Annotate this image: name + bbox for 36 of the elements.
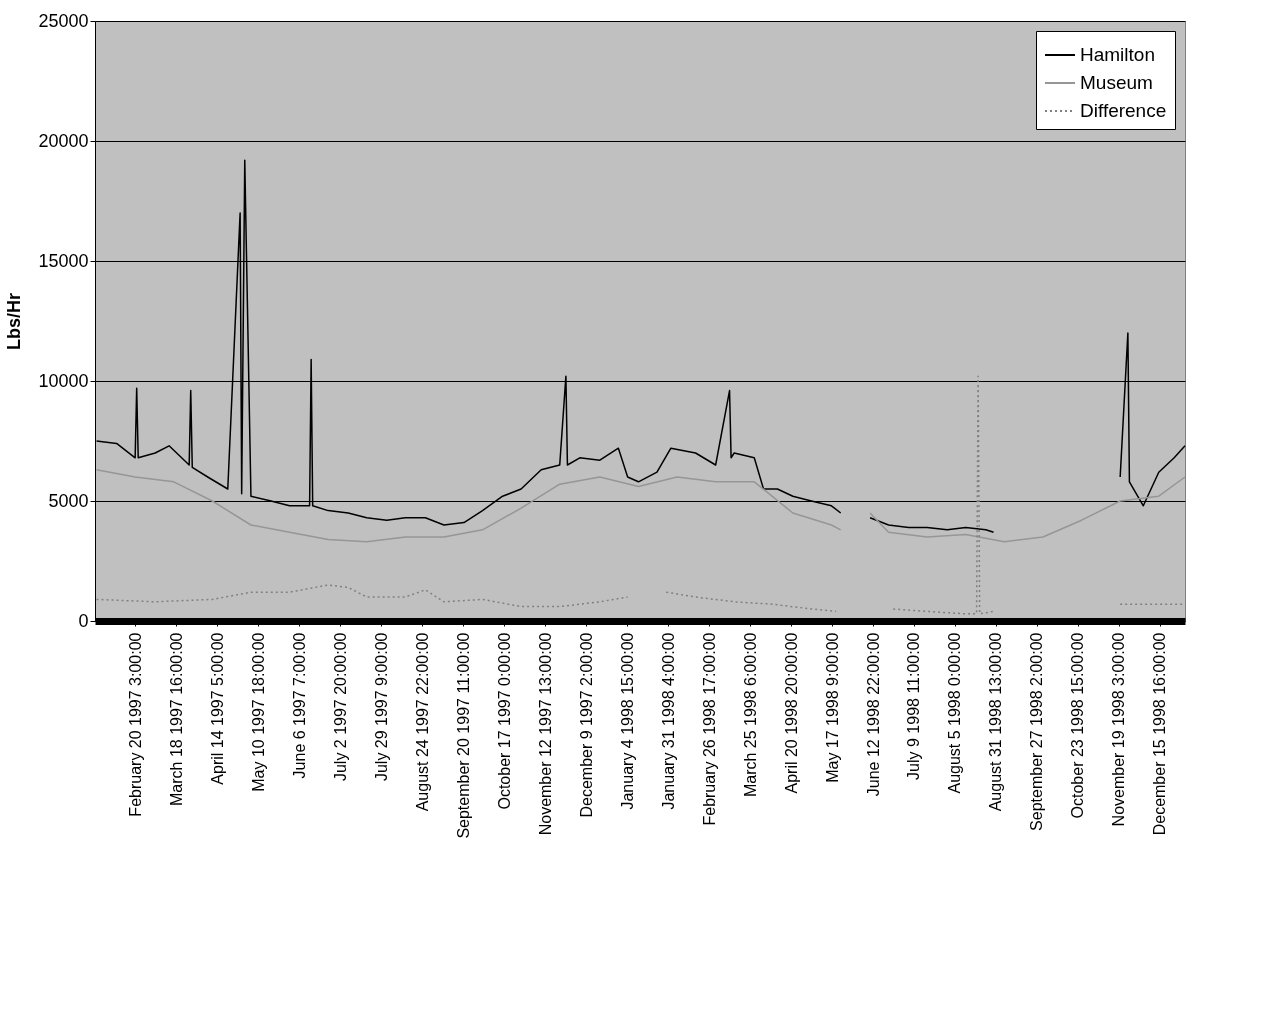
x-tick-label: June 6 1997 7:00:00 [290,632,308,779]
x-tick-label: December 15 1998 16:00:00 [1151,632,1169,836]
x-tick-label: November 19 1998 3:00:00 [1110,632,1128,827]
x-tick-label: May 10 1997 18:00:00 [249,632,267,792]
x-tick-label: April 14 1997 5:00:00 [208,632,226,785]
x-tick-label: January 4 1998 15:00:00 [618,632,636,810]
x-tick-label: November 12 1997 13:00:00 [536,632,554,836]
x-tick-label: February 20 1997 3:00:00 [126,632,144,817]
x-tick-label: March 25 1998 6:00:00 [741,632,759,798]
x-tick-label: June 12 1998 22:00:00 [864,632,882,797]
x-tick-label: October 17 1997 0:00:00 [495,632,513,810]
y-tick-label: 10000 [38,370,89,391]
legend-label: Hamilton [1080,44,1155,65]
legend-label: Museum [1080,72,1153,93]
x-tick-label: May 17 1998 9:00:00 [823,632,841,783]
y-tick-label: 25000 [38,10,89,31]
x-tick-label: August 31 1998 13:00:00 [987,632,1005,812]
x-tick-label: September 20 1997 11:00:00 [454,632,472,839]
y-tick-label: 20000 [38,130,89,151]
x-tick-label: January 31 1998 4:00:00 [659,632,677,810]
x-tick-label: August 24 1997 22:00:00 [413,632,431,812]
x-tick-label: August 5 1998 0:00:00 [946,632,964,794]
legend-label: Difference [1080,100,1167,121]
y-tick-label: 0 [78,610,89,631]
x-tick-label: December 9 1997 2:00:00 [577,632,595,818]
x-tick-label: February 26 1998 17:00:00 [700,632,718,826]
x-tick-label: April 20 1998 20:00:00 [782,632,800,794]
x-tick-label: July 29 1997 9:00:00 [372,632,390,782]
y-tick-label: 5000 [48,490,89,511]
x-tick-label: July 2 1997 20:00:00 [331,632,349,782]
x-tick-label: July 9 1998 11:00:00 [905,632,923,780]
x-tick-label: March 18 1997 16:00:00 [167,632,185,806]
y-tick-label: 15000 [38,250,89,271]
x-tick-label: September 27 1998 2:00:00 [1028,632,1046,831]
x-tick-label: October 23 1998 15:00:00 [1069,632,1087,819]
y-axis-title: Lbs/Hr [4,292,25,351]
